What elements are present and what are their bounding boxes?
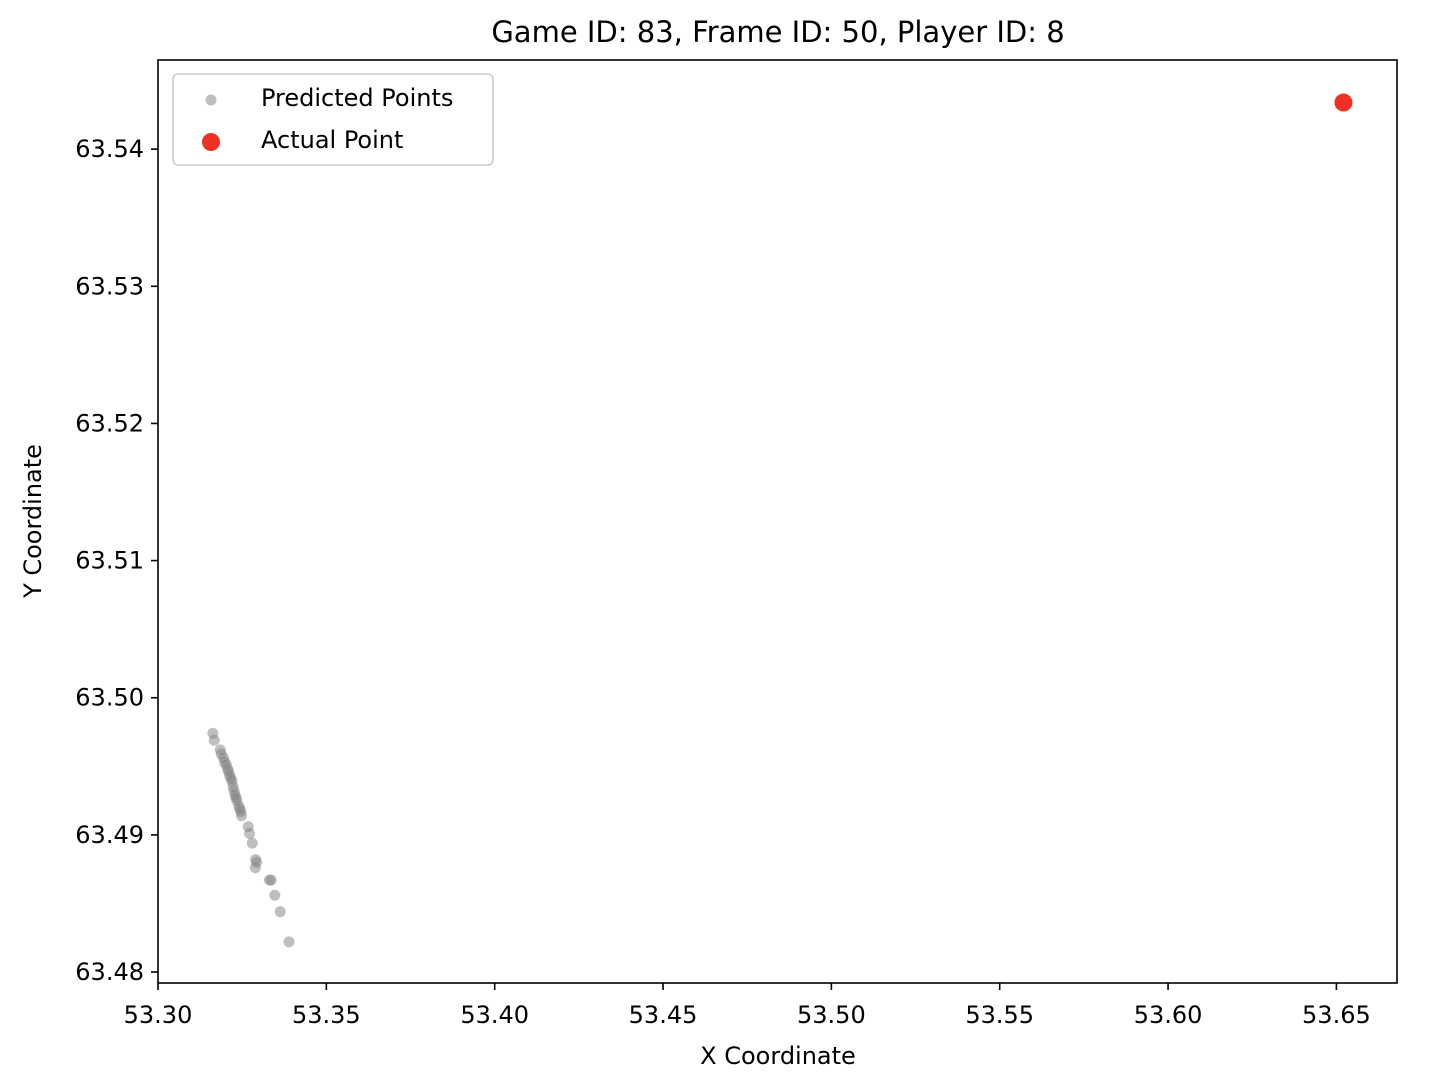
predicted-point [208, 734, 220, 746]
predicted-point [249, 862, 261, 874]
series-predicted-points [207, 727, 295, 948]
predicted-point [244, 828, 256, 840]
legend-marker-actual-point [202, 133, 220, 151]
y-tick-label: 63.50 [75, 684, 144, 712]
chart-title: Game ID: 83, Frame ID: 50, Player ID: 8 [491, 15, 1064, 49]
x-tick-label: 53.30 [124, 1001, 193, 1029]
y-tick-label: 63.51 [75, 547, 144, 575]
x-tick-label: 53.55 [965, 1001, 1034, 1029]
x-tick-label: 53.35 [292, 1001, 361, 1029]
x-tick-label: 53.65 [1302, 1001, 1371, 1029]
y-tick-label: 63.53 [75, 272, 144, 300]
y-tick-label: 63.52 [75, 409, 144, 437]
points-layer [207, 93, 1353, 948]
x-tick-label: 53.60 [1134, 1001, 1203, 1029]
legend-marker-predicted-points [205, 94, 217, 106]
y-tick-label: 63.54 [75, 135, 144, 163]
x-tick-label: 53.50 [797, 1001, 866, 1029]
x-tick-label: 53.40 [460, 1001, 529, 1029]
y-tick-label: 63.48 [75, 958, 144, 986]
y-tick-label: 63.49 [75, 821, 144, 849]
predicted-point [265, 874, 277, 886]
x-axis: 53.30 53.35 53.40 53.45 53.50 53.55 53.60 53.65 [124, 983, 1371, 1029]
y-axis: 63.48 63.49 63.50 63.51 63.52 63.53 63.54 [75, 135, 158, 986]
predicted-point [235, 810, 247, 822]
legend-box [172, 73, 494, 166]
x-tick-label: 53.45 [629, 1001, 698, 1029]
plot-area-frame [157, 59, 1398, 984]
predicted-point [274, 906, 286, 918]
legend: Predicted Points Actual Point [172, 73, 494, 166]
legend-label-actual-point: Actual Point [261, 126, 403, 154]
x-axis-label: X Coordinate [700, 1042, 856, 1070]
predicted-point [246, 837, 258, 849]
actual-point [1334, 93, 1353, 112]
legend-label-predicted-points: Predicted Points [261, 84, 453, 112]
predicted-point [269, 889, 281, 901]
y-axis-label: Y Coordinate [19, 444, 47, 599]
predicted-point [283, 936, 295, 948]
series-actual-point [1334, 93, 1353, 112]
